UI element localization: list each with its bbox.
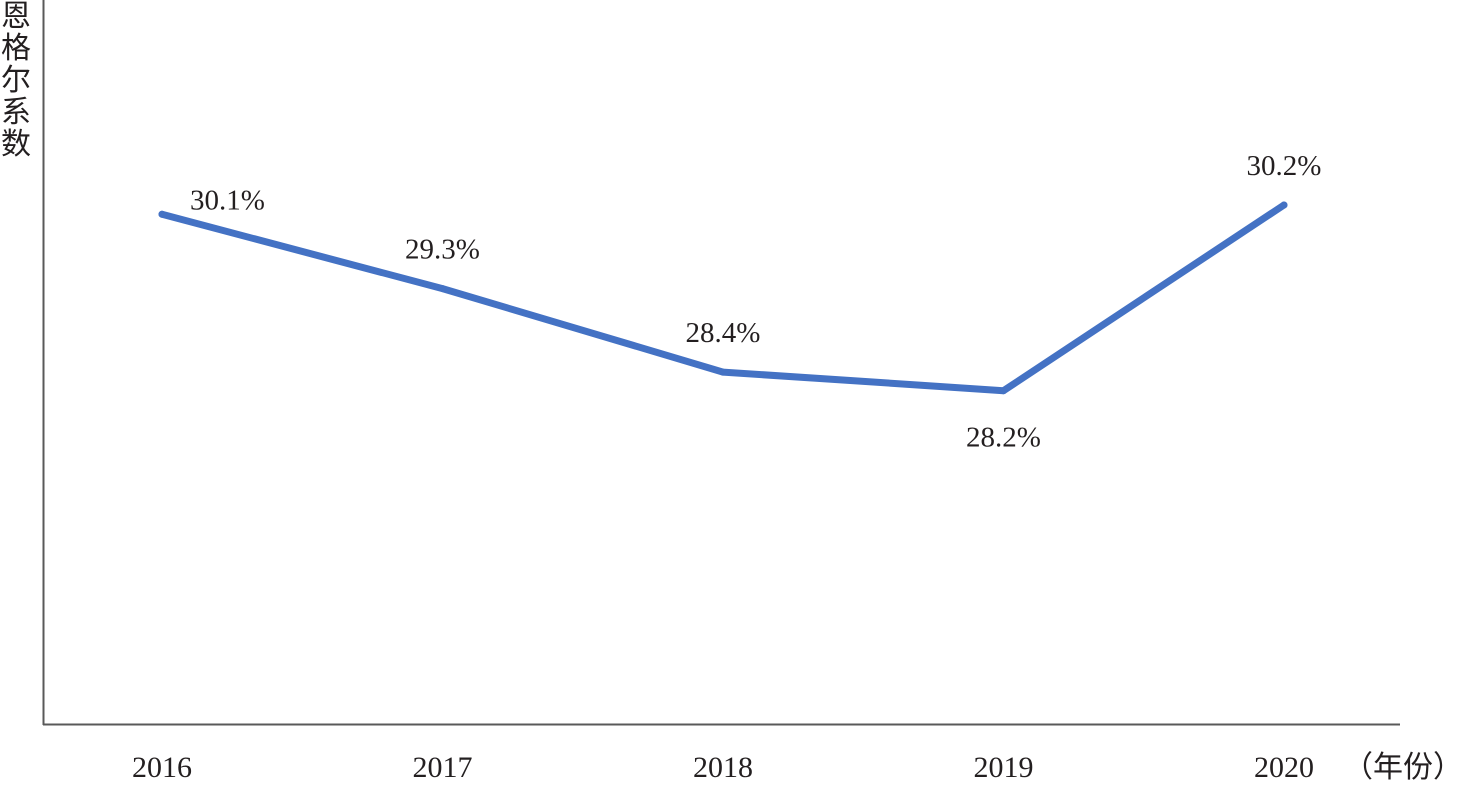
y-axis-title-char: 数 <box>1 128 31 161</box>
data-label: 29.3% <box>405 234 480 266</box>
data-point <box>158 210 166 218</box>
x-tick-label: 2016 <box>132 751 192 782</box>
axes <box>42 0 1400 726</box>
y-axis-title-char: 尔 <box>1 64 31 97</box>
data-point <box>1000 387 1007 395</box>
data-point <box>719 368 727 376</box>
y-axis-title-char: 格 <box>1 32 31 65</box>
data-label: 30.2% <box>1247 150 1322 182</box>
y-axis-title-char: 恩 <box>1 0 31 33</box>
x-tick-label: 2020 <box>1254 751 1314 782</box>
x-tick-label: 2017 <box>413 751 473 782</box>
data-label: 28.2% <box>966 422 1041 454</box>
data-label: 28.4% <box>686 317 761 349</box>
x-tick-label: 2019 <box>974 751 1034 782</box>
y-axis-title-char: 系 <box>1 96 31 129</box>
series <box>158 201 1288 395</box>
data-point <box>1280 201 1288 209</box>
data-labels: 30.1% 29.3% 28.4% 28.2% 30.2% <box>190 150 1321 454</box>
x-axis-title: （年份） <box>1343 751 1462 782</box>
data-point <box>439 285 446 293</box>
x-tick-labels: 2016 2017 2018 2019 2020 <box>132 751 1314 784</box>
data-label: 30.1% <box>190 184 265 216</box>
x-tick-label: 2018 <box>693 751 753 782</box>
series-line <box>158 201 1288 395</box>
